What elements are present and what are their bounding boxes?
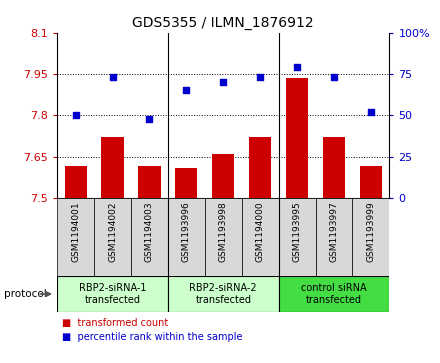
Bar (168, 198, 205, 276)
Bar (242, 198, 279, 276)
Text: protocol: protocol (4, 289, 47, 299)
Bar (249, 137, 271, 198)
Point (293, 65, 301, 70)
Text: GSM1194000: GSM1194000 (256, 202, 265, 262)
Bar (57, 198, 94, 276)
Text: GSM1193997: GSM1193997 (330, 202, 338, 262)
Bar (168, 276, 279, 312)
Point (257, 74, 264, 80)
Text: control siRNA
transfected: control siRNA transfected (301, 283, 367, 305)
Text: RBP2-siRNA-2
transfected: RBP2-siRNA-2 transfected (190, 283, 257, 305)
Bar (279, 198, 315, 276)
Point (109, 74, 116, 80)
Text: GSM1193998: GSM1193998 (219, 202, 228, 262)
Bar (352, 198, 389, 276)
Title: GDS5355 / ILMN_1876912: GDS5355 / ILMN_1876912 (132, 16, 314, 30)
Bar (65, 166, 87, 198)
Bar (212, 154, 235, 198)
Text: GSM1193995: GSM1193995 (293, 202, 302, 262)
Point (72, 113, 79, 118)
Point (330, 74, 337, 80)
Text: GSM1193996: GSM1193996 (182, 202, 191, 262)
Bar (139, 166, 161, 198)
Point (146, 116, 153, 122)
Bar (360, 166, 382, 198)
Bar (279, 276, 389, 312)
Bar (94, 198, 131, 276)
Point (220, 79, 227, 85)
Bar (315, 198, 352, 276)
Point (183, 87, 190, 93)
Text: GSM1194003: GSM1194003 (145, 202, 154, 262)
Text: ■  percentile rank within the sample: ■ percentile rank within the sample (62, 332, 242, 342)
Text: GSM1194002: GSM1194002 (108, 202, 117, 262)
Bar (102, 137, 124, 198)
Text: ■  transformed count: ■ transformed count (62, 318, 168, 328)
Bar (323, 137, 345, 198)
Bar (175, 168, 198, 198)
Point (367, 109, 374, 115)
Bar (286, 78, 308, 198)
Text: GSM1194001: GSM1194001 (71, 202, 80, 262)
Bar (57, 276, 168, 312)
Text: GSM1193999: GSM1193999 (367, 202, 375, 262)
Bar (131, 198, 168, 276)
Text: RBP2-siRNA-1
transfected: RBP2-siRNA-1 transfected (79, 283, 147, 305)
Bar (205, 198, 242, 276)
